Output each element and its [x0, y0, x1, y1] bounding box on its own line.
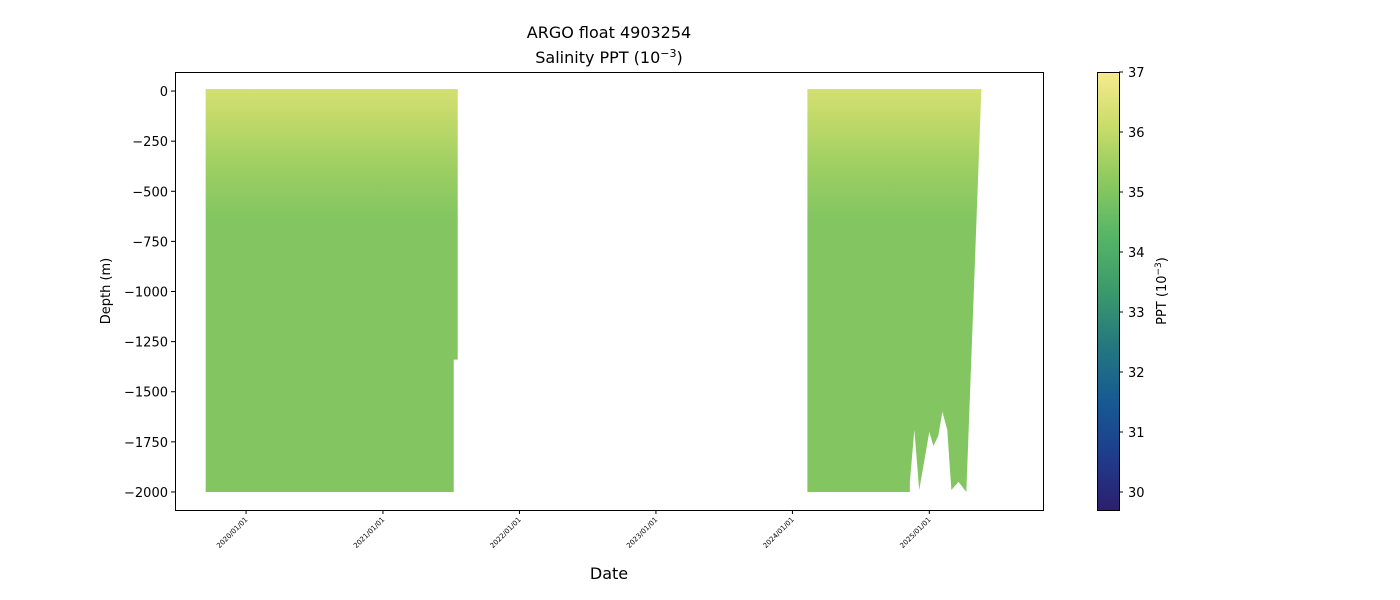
y-tick-label: 0	[160, 85, 168, 100]
plot-area	[175, 72, 1044, 511]
colorbar-tick-label: 35	[1128, 186, 1145, 201]
x-tick-label: 2022/01/01	[489, 516, 523, 550]
colorbar-frame	[1097, 72, 1120, 511]
colorbar-label: PPT (10−3)	[1154, 257, 1170, 325]
y-tick-label: −2000	[124, 486, 168, 501]
colorbar-tick-label: 33	[1128, 306, 1145, 321]
chart-title: ARGO float 4903254	[527, 23, 691, 42]
data-segment-1	[205, 91, 458, 492]
colorbar-ticks: 30 31 32 33 34 35 36 37	[1119, 66, 1145, 501]
colorbar-tick-label: 36	[1128, 126, 1145, 141]
x-tick-label: 2025/01/01	[899, 516, 933, 550]
chart-subtitle: Salinity PPT (10−3)	[535, 47, 683, 67]
data-segment-2	[807, 91, 982, 492]
surface-band-1	[205, 89, 458, 94]
surface-band-2	[807, 89, 982, 94]
colorbar-tick-label: 31	[1128, 426, 1145, 441]
y-tick-label: −1750	[124, 436, 168, 451]
colorbar-tick-label: 30	[1128, 486, 1145, 501]
colorbar-gradient	[1097, 72, 1119, 510]
x-axis-ticks: 2020/01/01 2021/01/01 2022/01/01 2023/01/01…	[215, 510, 933, 550]
x-tick-label: 2024/01/01	[762, 516, 796, 550]
x-tick-label: 2023/01/01	[625, 516, 659, 550]
x-tick-label: 2021/01/01	[352, 516, 386, 550]
y-tick-label: −250	[132, 135, 168, 150]
colorbar-tick-label: 32	[1128, 366, 1145, 381]
y-tick-label: −500	[132, 185, 168, 200]
colorbar: 30 31 32 33 34 35 36 37 PPT (10−3)	[1097, 66, 1170, 511]
axes-frame	[175, 72, 1044, 511]
y-tick-label: −1250	[124, 336, 168, 351]
y-tick-label: −1000	[124, 286, 168, 301]
y-axis-ticks: 0 −250 −500 −750 −1000 −1250 −1500 −1750 −2000	[124, 85, 175, 501]
data-segments	[205, 89, 982, 492]
y-axis-label: Depth (m)	[99, 258, 114, 325]
colorbar-tick-label: 37	[1128, 66, 1145, 81]
y-tick-label: −750	[132, 235, 168, 250]
x-axis-label: Date	[590, 564, 628, 583]
colorbar-tick-label: 34	[1128, 246, 1145, 261]
y-tick-label: −1500	[124, 386, 168, 401]
x-tick-label: 2020/01/01	[215, 516, 249, 550]
